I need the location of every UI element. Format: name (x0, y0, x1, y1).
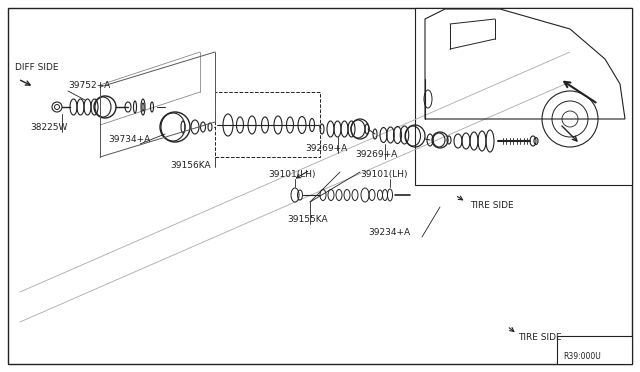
Bar (415, 8, 632, 185)
Text: TIRE SIDE: TIRE SIDE (470, 201, 514, 210)
Text: 38225W: 38225W (30, 123, 67, 132)
Text: 39155KA: 39155KA (287, 215, 328, 224)
Bar (557, 336, 632, 364)
Text: 39234+A: 39234+A (368, 228, 410, 237)
Text: 39752+A: 39752+A (68, 81, 110, 90)
Text: 39734+A: 39734+A (108, 135, 150, 144)
Text: 39156KA: 39156KA (170, 161, 211, 170)
Text: TIRE SIDE: TIRE SIDE (518, 333, 562, 342)
Text: 39101(LH): 39101(LH) (268, 170, 316, 179)
Text: R39:000U: R39:000U (563, 352, 601, 361)
Text: 39269+A: 39269+A (305, 144, 348, 153)
Text: DIFF SIDE: DIFF SIDE (15, 63, 58, 72)
Bar (215, 92, 320, 157)
Text: 39269+A: 39269+A (355, 150, 397, 159)
Text: 39101(LH): 39101(LH) (360, 170, 408, 179)
